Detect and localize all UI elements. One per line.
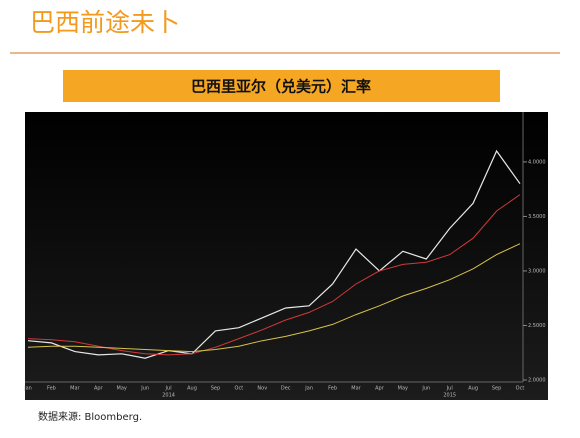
x-tick-label: Sep bbox=[492, 386, 501, 392]
x-tick-label: Oct bbox=[235, 386, 244, 392]
y-tick-label: 3.5000 bbox=[528, 214, 546, 220]
x-tick-label: Dec bbox=[281, 386, 291, 392]
x-tick-label: Mar bbox=[351, 386, 361, 392]
x-tick-label: Jul bbox=[165, 386, 172, 392]
x-tick-label: Aug bbox=[187, 386, 197, 392]
x-tick-label: Feb bbox=[47, 386, 56, 392]
series-line bbox=[27, 243, 521, 353]
y-tick-label: 2.5000 bbox=[528, 323, 546, 329]
slide-title: 巴西前途未卜 bbox=[30, 8, 180, 37]
x-tick-label: Feb bbox=[328, 386, 337, 392]
x-tick-label: Apr bbox=[94, 386, 104, 392]
chart-banner bbox=[63, 70, 500, 102]
chart-area bbox=[25, 112, 548, 400]
series-line bbox=[27, 149, 521, 359]
x-tick-label: Jul bbox=[446, 386, 453, 392]
y-tick-label: 3.0000 bbox=[528, 268, 546, 274]
x-tick-label: Jan bbox=[23, 386, 32, 392]
series-line bbox=[27, 194, 521, 356]
year-label: 2015 bbox=[443, 393, 456, 399]
x-tick-label: Mar bbox=[70, 386, 80, 392]
x-tick-label: Oct bbox=[516, 386, 525, 392]
x-tick-label: Nov bbox=[257, 386, 267, 392]
y-tick-label: 2.0000 bbox=[528, 378, 546, 384]
year-label: 2014 bbox=[162, 393, 175, 399]
x-tick-label: Jan bbox=[304, 386, 313, 392]
x-tick-label: Sep bbox=[211, 386, 220, 392]
x-tick-label: Jun bbox=[140, 386, 149, 392]
y-tick-label: 4.0000 bbox=[528, 159, 546, 165]
source-note: 数据来源: Bloomberg. bbox=[38, 410, 142, 423]
chart-title: 巴西里亚尔（兑美元）汇率 bbox=[191, 78, 371, 96]
x-tick-label: Aug bbox=[468, 386, 478, 392]
x-tick-label: Apr bbox=[375, 386, 385, 392]
x-tick-label: Jun bbox=[421, 386, 430, 392]
x-tick-label: May bbox=[117, 386, 127, 392]
x-tick-label: May bbox=[398, 386, 408, 392]
